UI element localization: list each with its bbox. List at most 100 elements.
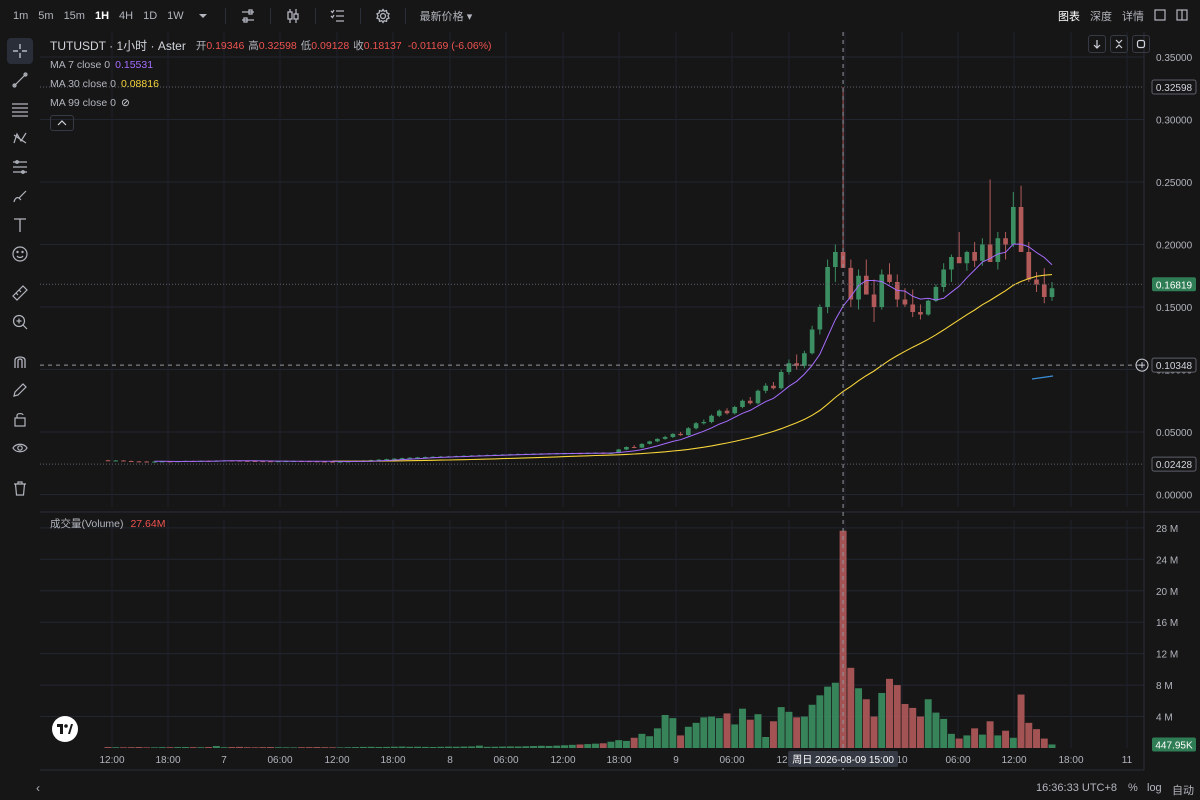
volume-bar [104, 747, 112, 748]
ma30-legend[interactable]: MA 30 close 0 0.08816 [50, 77, 159, 90]
log-button[interactable]: log [1147, 782, 1162, 794]
candle-body [430, 456, 436, 458]
volume-tick-label: 20 M [1156, 587, 1178, 598]
price-tick-label: 0.25000 [1156, 178, 1193, 189]
volume-bar [1002, 730, 1010, 748]
timeframe-1m[interactable]: 1m [13, 10, 29, 22]
scroll-left-icon[interactable]: ‹ [36, 781, 40, 795]
price-mode-select[interactable]: 最新价格 ▾ [419, 11, 473, 23]
divider [314, 8, 316, 24]
time-tick-label: 18:00 [1058, 755, 1083, 766]
arrow-down-icon[interactable] [1088, 35, 1106, 53]
ma99-legend[interactable]: MA 99 close 0 ⊘ [50, 96, 130, 109]
volume-tick-label: 8 M [1156, 681, 1173, 692]
magnet-icon[interactable] [7, 348, 33, 374]
trash-icon[interactable] [7, 475, 33, 501]
volume-bar [932, 712, 940, 748]
chevron-down-icon[interactable] [194, 7, 212, 25]
candle-body [1010, 207, 1016, 245]
candle-body [709, 415, 714, 422]
volume-bar [398, 746, 406, 748]
ruler-icon[interactable] [7, 280, 33, 306]
volume-bar [839, 530, 847, 748]
ma7-legend[interactable]: MA 7 close 0 0.15531 [50, 58, 154, 71]
tab-depth[interactable]: 深度 [1090, 11, 1112, 23]
candle-body [972, 252, 977, 261]
ma30-line [332, 274, 1053, 462]
timeframe-1W[interactable]: 1W [167, 10, 184, 22]
candle-body [152, 461, 157, 463]
candle-body [755, 390, 761, 404]
tab-details[interactable]: 详情 [1122, 11, 1144, 23]
emoji-icon[interactable] [7, 241, 33, 267]
fullscreen-icon[interactable] [1154, 8, 1166, 24]
timeframe-1D[interactable]: 1D [143, 10, 158, 22]
close-value: 0.18137 [363, 39, 402, 52]
auto-button[interactable]: 自动 [1172, 785, 1194, 797]
text-tool-icon[interactable] [7, 212, 33, 238]
collapse-legend-button[interactable] [50, 115, 74, 131]
timeframe-15m[interactable]: 15m [63, 10, 85, 22]
indicator-settings-icon[interactable] [239, 7, 257, 25]
trend-line-icon[interactable] [7, 67, 33, 93]
volume-bar [978, 734, 986, 748]
candle-body [817, 307, 823, 330]
pencil-lock-icon[interactable] [7, 377, 33, 403]
timeframe-1H[interactable]: 1H [94, 10, 110, 22]
candle-body [732, 407, 738, 414]
candle-body [902, 299, 908, 305]
candlestick-icon[interactable] [284, 7, 302, 25]
volume-tick-label: 16 M [1156, 618, 1178, 629]
gear-icon[interactable] [374, 7, 392, 25]
timeframe-4H[interactable]: 4H [119, 10, 134, 22]
volume-bar [367, 746, 375, 748]
view-tabs: 图表 深度 详情 [1058, 0, 1188, 32]
brush-icon[interactable] [7, 183, 33, 209]
volume-bar [862, 699, 870, 748]
add-alert-plus [1139, 362, 1145, 369]
candle-body [918, 312, 923, 315]
tab-chart[interactable]: 图表 [1058, 11, 1080, 23]
candle-body [399, 458, 405, 460]
reset-icon[interactable] [1132, 35, 1150, 53]
indicators-icon[interactable] [329, 7, 347, 25]
horizontal-lines-icon[interactable] [7, 96, 33, 122]
candle-body [136, 461, 142, 463]
volume-bar [746, 719, 754, 748]
candle-body [322, 461, 327, 463]
volume-bar [267, 747, 274, 748]
volume-tick-label: 24 M [1156, 555, 1178, 566]
volume-bar [437, 746, 445, 748]
volume-bar [181, 746, 189, 748]
candle-body [980, 244, 985, 261]
lock-icon[interactable] [7, 406, 33, 432]
percent-button[interactable]: % [1128, 782, 1138, 794]
close-label: 收 [353, 40, 364, 52]
symbol-title[interactable]: TUTUSDT · 1小时 · Aster [50, 39, 186, 53]
candle-body [1026, 252, 1032, 280]
candle-body [740, 400, 745, 407]
candle-body [724, 410, 730, 414]
candle-body [121, 460, 126, 462]
candle-body [987, 244, 993, 262]
crosshair-tool-icon[interactable] [7, 38, 33, 64]
volume-bar [243, 747, 251, 748]
zoom-in-icon[interactable] [7, 309, 33, 335]
candle-body [376, 459, 382, 461]
fib-icon[interactable] [7, 154, 33, 180]
volume-bar [236, 746, 244, 748]
candle-body [856, 275, 861, 300]
layout-icon[interactable] [1176, 8, 1188, 24]
pattern-icon[interactable] [7, 125, 33, 151]
collapse-icon[interactable] [1110, 35, 1128, 53]
volume-bar [506, 746, 514, 748]
candle-body [678, 433, 683, 436]
volume-bar [274, 747, 282, 748]
eye-icon[interactable] [7, 435, 33, 461]
timeframe-5m[interactable]: 5m [38, 10, 54, 22]
high-value: 0.32598 [258, 39, 297, 52]
candle-body [655, 438, 660, 442]
candle-body [1003, 238, 1008, 245]
price-tick-label: 0.05000 [1156, 428, 1193, 439]
